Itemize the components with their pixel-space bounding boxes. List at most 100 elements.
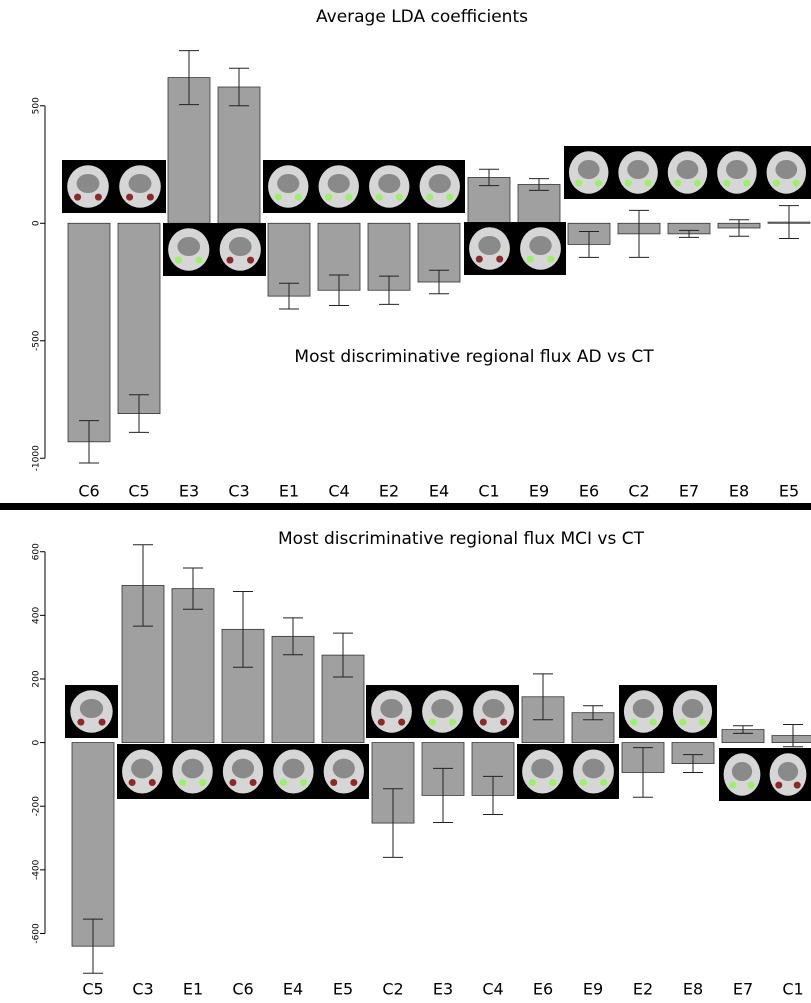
- x-tick-label: E3: [179, 482, 199, 501]
- brain-roi: [226, 257, 233, 264]
- brain-roi: [630, 719, 637, 726]
- brain-image: [333, 759, 355, 779]
- brain-image: [531, 759, 553, 779]
- bar: [68, 223, 110, 442]
- brain-image: [229, 237, 252, 256]
- brain-roi: [500, 719, 507, 726]
- brain-roi: [650, 719, 657, 726]
- brain-image: [478, 236, 500, 255]
- brain-image: [378, 174, 400, 193]
- brain-roi: [580, 779, 587, 786]
- brain-roi: [529, 779, 536, 786]
- brain-image: [778, 762, 798, 781]
- x-tick-label: C2: [382, 980, 403, 999]
- brain-roi: [743, 180, 750, 187]
- brain-roi: [724, 180, 731, 187]
- brain-roi: [175, 257, 182, 264]
- brain-roi: [694, 180, 701, 187]
- x-tick-label: E4: [429, 482, 449, 501]
- brain-roi: [147, 194, 154, 201]
- brain-roi: [179, 779, 186, 786]
- brain-image: [775, 160, 797, 179]
- x-tick-label: C4: [328, 482, 349, 501]
- brain-roi: [547, 256, 554, 263]
- brain-roi: [775, 782, 782, 789]
- brain-image: [482, 699, 504, 718]
- brain-roi: [429, 719, 436, 726]
- brain-roi: [496, 256, 503, 263]
- brain-roi: [325, 194, 332, 201]
- brain-roi: [396, 194, 403, 201]
- brain-image: [328, 174, 350, 193]
- x-tick-label: E8: [729, 482, 749, 501]
- y-tick-label: 400: [32, 606, 42, 623]
- brain-roi: [449, 719, 456, 726]
- brain-roi: [330, 779, 337, 786]
- bar: [172, 589, 214, 743]
- brain-roi: [196, 257, 203, 264]
- chart-title: Most discriminative regional flux MCI vs…: [278, 529, 645, 549]
- x-tick-label: E9: [529, 482, 549, 501]
- brain-roi: [476, 256, 483, 263]
- brain-image: [529, 236, 551, 255]
- chart-title: Average LDA coefficients: [316, 7, 528, 27]
- x-tick-label: E2: [633, 980, 653, 999]
- x-tick-label: C6: [78, 482, 99, 501]
- brain-image: [80, 699, 103, 718]
- x-tick-label: E5: [779, 482, 799, 501]
- brain-roi: [77, 719, 84, 726]
- x-tick-label: E7: [679, 482, 699, 501]
- brain-image: [682, 699, 704, 718]
- y-tick-label: -600: [32, 923, 42, 944]
- y-tick-label: 200: [32, 670, 42, 687]
- brain-image: [232, 759, 254, 779]
- separator: [0, 503, 811, 510]
- x-tick-label: C3: [132, 980, 153, 999]
- brain-roi: [126, 194, 133, 201]
- x-tick-label: E4: [283, 980, 303, 999]
- x-tick-label: E7: [733, 980, 753, 999]
- x-tick-label: E3: [433, 980, 453, 999]
- brain-roi: [398, 719, 405, 726]
- brain-image: [177, 237, 200, 256]
- x-tick-label: E6: [579, 482, 599, 501]
- brain-roi: [748, 782, 755, 789]
- brain-roi: [99, 719, 106, 726]
- brain-roi: [674, 180, 681, 187]
- brain-image: [131, 759, 153, 779]
- brain-roi: [149, 779, 156, 786]
- brain-image: [431, 699, 453, 718]
- brain-roi: [679, 719, 686, 726]
- brain-image: [277, 174, 299, 193]
- y-tick-label: 500: [32, 97, 42, 114]
- x-tick-label: C2: [628, 482, 649, 501]
- x-tick-label: E1: [279, 482, 299, 501]
- brain-roi: [600, 779, 607, 786]
- brain-image: [627, 160, 649, 179]
- x-tick-label: E6: [533, 980, 553, 999]
- x-tick-label: C5: [128, 482, 149, 501]
- brain-image: [732, 762, 752, 781]
- y-tick-label: 600: [32, 543, 42, 560]
- x-tick-label: C4: [482, 980, 503, 999]
- x-tick-label: E5: [333, 980, 353, 999]
- x-tick-label: E2: [379, 482, 399, 501]
- brain-roi: [773, 180, 780, 187]
- x-tick-label: E8: [683, 980, 703, 999]
- brain-roi: [625, 180, 632, 187]
- brain-image: [129, 174, 152, 193]
- brain-image: [429, 174, 451, 193]
- x-tick-label: C1: [782, 980, 803, 999]
- x-tick-label: E9: [583, 980, 603, 999]
- brain-roi: [229, 779, 236, 786]
- brain-roi: [199, 779, 206, 786]
- chart-subtitle: Most discriminative regional flux AD vs …: [294, 347, 654, 367]
- brain-roi: [295, 194, 302, 201]
- brain-image: [380, 699, 402, 718]
- x-tick-label: C6: [232, 980, 253, 999]
- brain-roi: [794, 782, 801, 789]
- brain-roi: [446, 194, 453, 201]
- brain-roi: [527, 256, 534, 263]
- x-tick-label: E1: [183, 980, 203, 999]
- brain-roi: [729, 782, 736, 789]
